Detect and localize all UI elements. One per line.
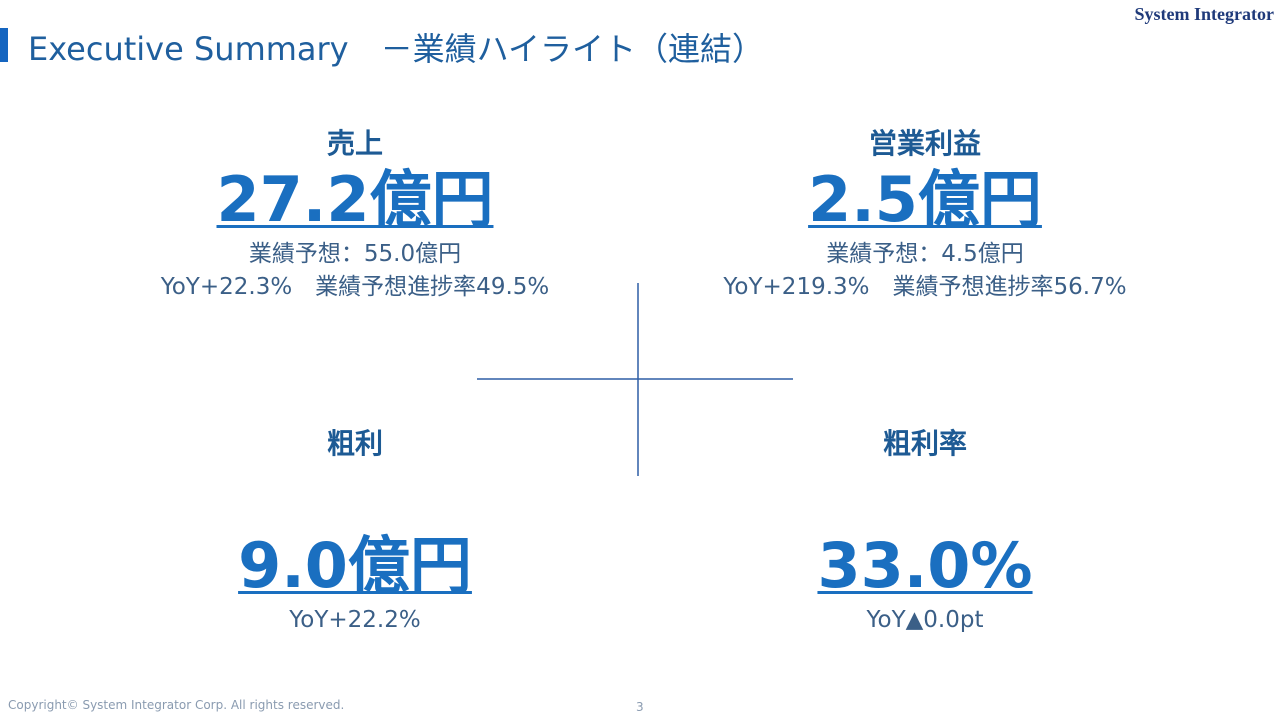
kpi-label: 売上 bbox=[326, 127, 383, 160]
title-bar bbox=[0, 28, 8, 62]
kpi-note: YoY▲0.0pt bbox=[866, 607, 984, 633]
copyright: Copyright© System Integrator Corp. All r… bbox=[8, 698, 345, 712]
kpi-note: YoY+22.2% bbox=[289, 607, 421, 633]
kpi-note: YoY+22.3% 業績予想進捗率49.5% bbox=[160, 274, 550, 300]
page-number: 3 bbox=[636, 700, 644, 714]
kpi-block: 粗利率 33.0% YoY▲0.0pt bbox=[645, 422, 1205, 637]
kpi-value: 27.2億円 bbox=[216, 163, 494, 236]
kpi-value: 2.5億円 bbox=[808, 163, 1042, 236]
kpi-label: 粗利率 bbox=[882, 427, 967, 460]
kpi-value: 33.0% bbox=[817, 529, 1033, 602]
kpi-block: 粗利 9.0億円 YoY+22.2% bbox=[75, 422, 635, 637]
title: Executive Summary －業績ハイライト（連結） bbox=[28, 30, 764, 68]
kpi-block: 売上 27.2億円業績予想：55.0億円 YoY+22.3% 業績予想進捗率49.5… bbox=[75, 122, 635, 304]
kpi-value: 9.0億円 bbox=[238, 529, 472, 602]
kpi-block: 営業利益 2.5億円業績予想：4.5億円 YoY+219.3% 業績予想進捗率56.… bbox=[645, 122, 1205, 304]
kpi-note: 業績予想：55.0億円 bbox=[248, 241, 462, 267]
brand: System Integrator bbox=[1134, 4, 1274, 24]
kpi-label: 営業利益 bbox=[868, 127, 981, 160]
kpi-note: YoY+219.3% 業績予想進捗率56.7% bbox=[723, 274, 1127, 300]
kpi-label: 粗利 bbox=[326, 427, 383, 460]
kpi-note: 業績予想：4.5億円 bbox=[826, 241, 1024, 267]
